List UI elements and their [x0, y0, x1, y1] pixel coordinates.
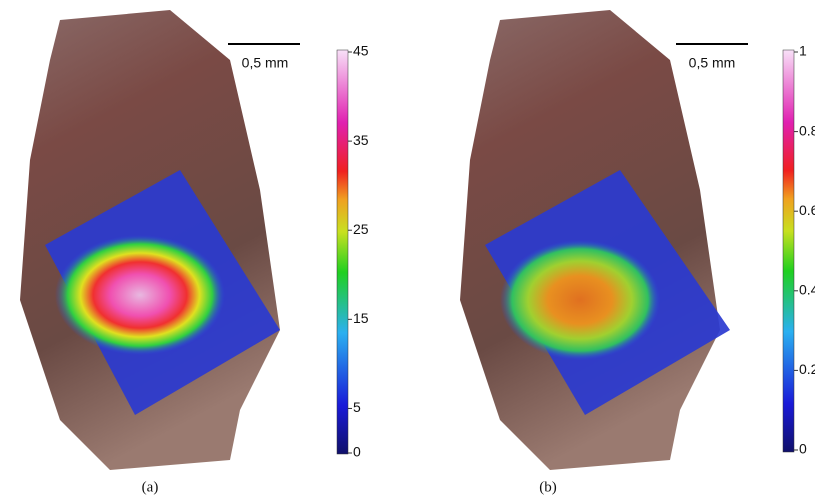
colorbar-tick-label: 15: [353, 310, 369, 326]
panel-label: (b): [539, 479, 557, 495]
hot-spot: [500, 240, 660, 360]
colorbar-tick-label: 1: [799, 43, 807, 59]
colorbar-tick-label: 0: [799, 441, 807, 457]
figure: 0,5 mm (a) 0,5 mm (b) 0 5 15 25 35 45 0 0.2 0.4 0…: [0, 0, 815, 500]
colorbar-tick-label: 0: [353, 444, 361, 460]
colorbar-tick-label: 0.8: [799, 122, 815, 138]
colorbar-tick-label: 25: [353, 221, 369, 237]
colorbar: [337, 50, 348, 454]
colorbar-tick-label: 5: [353, 399, 361, 415]
colorbar: [783, 50, 794, 452]
colorbar-tick-label: 0.6: [799, 202, 815, 218]
panel-b: 0,5 mm (b): [460, 10, 794, 495]
colorbar-tick-label: 45: [353, 43, 369, 59]
panel-a: 0,5 mm (a): [20, 10, 348, 495]
scale-bar-label: 0,5 mm: [689, 55, 736, 71]
colorbar-tick-label: 0.2: [799, 361, 815, 377]
hot-spot: [55, 235, 225, 355]
scale-bar-label: 0,5 mm: [242, 55, 289, 71]
colorbar-tick-label: 0.4: [799, 282, 815, 298]
panel-label: (a): [142, 479, 159, 495]
colorbar-tick-label: 35: [353, 132, 369, 148]
